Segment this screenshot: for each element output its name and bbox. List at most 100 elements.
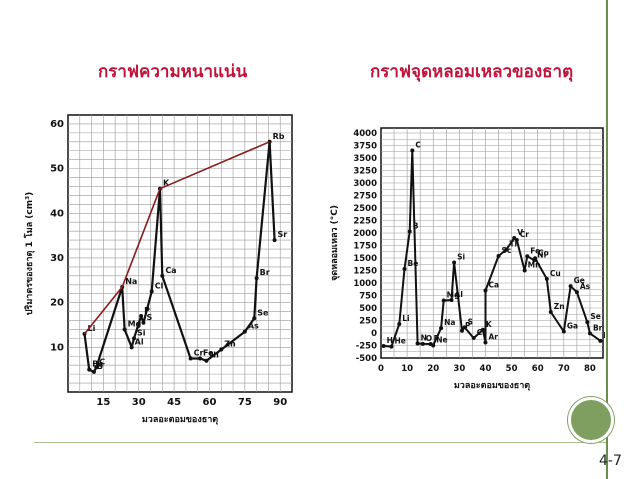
y-tick-label: 500 bbox=[359, 304, 377, 314]
data-point bbox=[483, 340, 488, 345]
point-label: Zn bbox=[554, 302, 565, 311]
point-label: Mg bbox=[447, 291, 460, 300]
y-axis-label: ปริมาตรของธาตุ 1 โมล (cm³) bbox=[23, 192, 35, 315]
data-point bbox=[431, 343, 436, 348]
point-label: Al bbox=[455, 290, 463, 299]
data-point bbox=[160, 273, 165, 278]
data-point bbox=[252, 316, 257, 321]
data-point bbox=[585, 320, 590, 325]
data-point bbox=[139, 314, 144, 319]
data-point bbox=[254, 276, 259, 281]
slide-number: 4-7 bbox=[599, 453, 622, 469]
y-tick-label: 2250 bbox=[353, 217, 377, 227]
data-point bbox=[389, 344, 394, 349]
y-tick-label: 10 bbox=[50, 342, 64, 353]
point-label: Co bbox=[538, 248, 549, 257]
point-label: K bbox=[486, 320, 493, 329]
point-label: Li bbox=[88, 324, 96, 333]
point-label: Si bbox=[457, 253, 465, 262]
series-line-0 bbox=[83, 140, 276, 373]
point-label: Cu bbox=[550, 269, 561, 278]
point-label: Na bbox=[444, 318, 455, 327]
point-label: Cl bbox=[155, 281, 164, 290]
data-point bbox=[459, 328, 464, 333]
point-label: He bbox=[394, 337, 405, 346]
x-tick-label: 20 bbox=[427, 364, 439, 374]
point-label: Ca bbox=[488, 281, 499, 290]
y-tick-label: 2500 bbox=[353, 204, 377, 214]
point-label: S bbox=[146, 313, 152, 322]
melting-point-chart: 0 10 20 30 40 50 60 70 80 -500 -250 0 250 500 750 1000 1… bbox=[330, 127, 605, 391]
point-label: Ca bbox=[165, 266, 176, 275]
data-point bbox=[122, 327, 127, 332]
point-label: Sr bbox=[278, 230, 288, 239]
decorative-circle bbox=[568, 397, 614, 443]
data-point bbox=[514, 238, 519, 242]
point-label: H bbox=[387, 336, 393, 345]
data-point bbox=[483, 288, 488, 293]
x-tick-label: 90 bbox=[273, 397, 287, 408]
y-tick-label: 20 bbox=[50, 298, 64, 309]
data-point bbox=[525, 254, 530, 259]
series-line-0 bbox=[383, 149, 601, 348]
data-point bbox=[587, 331, 592, 336]
data-point bbox=[420, 341, 425, 346]
point-label: K bbox=[163, 179, 170, 188]
y-tick-label: 0 bbox=[371, 329, 377, 339]
x-tick-label: 0 bbox=[378, 364, 384, 374]
data-point bbox=[544, 276, 549, 281]
point-label: Be bbox=[408, 259, 419, 268]
data-point bbox=[548, 310, 553, 314]
point-label: Ar bbox=[488, 332, 498, 341]
point-label: F bbox=[434, 334, 439, 343]
y-tick-label: 1250 bbox=[353, 267, 377, 277]
x-tick-label: 50 bbox=[506, 364, 518, 374]
point-label: C bbox=[415, 141, 421, 150]
data-point bbox=[94, 365, 99, 370]
frame-bottom-rule bbox=[34, 442, 606, 443]
point-label: B bbox=[97, 362, 103, 371]
point-label: B bbox=[413, 222, 419, 231]
point-label: Ti bbox=[509, 240, 517, 249]
data-point bbox=[402, 267, 407, 271]
point-label: Rb bbox=[273, 132, 285, 141]
data-point bbox=[480, 327, 485, 332]
data-point bbox=[410, 148, 415, 153]
data-point bbox=[198, 356, 203, 361]
x-tick-label: 75 bbox=[238, 397, 252, 408]
x-tick-label: 30 bbox=[132, 397, 146, 408]
data-point bbox=[188, 356, 193, 361]
point-label: Kr bbox=[603, 331, 605, 340]
data-point bbox=[272, 238, 277, 243]
x-axis-label: มวลอะตอมของธาตุ bbox=[142, 415, 218, 425]
point-label: Br bbox=[593, 323, 603, 332]
density-chart-title: กราฟความหนาแน่น bbox=[98, 62, 248, 82]
point-label: Ne bbox=[436, 335, 447, 344]
y-tick-label: 2750 bbox=[353, 192, 377, 202]
data-point bbox=[496, 254, 501, 258]
frame-right-rule bbox=[606, 0, 608, 479]
data-point bbox=[598, 338, 603, 343]
point-label: Se bbox=[590, 312, 601, 321]
atomic-volume-chart: 15 30 45 60 75 90 10 20 30 40 50 60 มวลอะตอมของธาตุ ป… bbox=[23, 114, 293, 425]
point-label: Mg bbox=[128, 319, 142, 328]
data-point bbox=[452, 260, 457, 265]
data-point bbox=[397, 322, 402, 326]
point-label: As bbox=[580, 282, 591, 291]
x-axis-label: มวลอะตอมของธาตุ bbox=[454, 381, 530, 391]
data-point bbox=[204, 358, 209, 363]
y-tick-label: 750 bbox=[359, 292, 377, 302]
point-label: Se bbox=[257, 308, 269, 317]
y-tick-label: 3000 bbox=[353, 179, 377, 189]
x-tick-label: 70 bbox=[558, 364, 570, 374]
x-tick-label: 60 bbox=[203, 397, 217, 408]
point-label: Al bbox=[135, 337, 144, 346]
y-tick-label: 1500 bbox=[353, 254, 377, 264]
y-tick-label: 1750 bbox=[353, 242, 377, 252]
y-tick-label: 40 bbox=[50, 208, 64, 219]
data-point bbox=[242, 329, 247, 334]
point-label: Zn bbox=[224, 340, 236, 349]
y-tick-label: 250 bbox=[359, 317, 377, 327]
data-point bbox=[532, 258, 537, 263]
data-point bbox=[449, 298, 454, 302]
